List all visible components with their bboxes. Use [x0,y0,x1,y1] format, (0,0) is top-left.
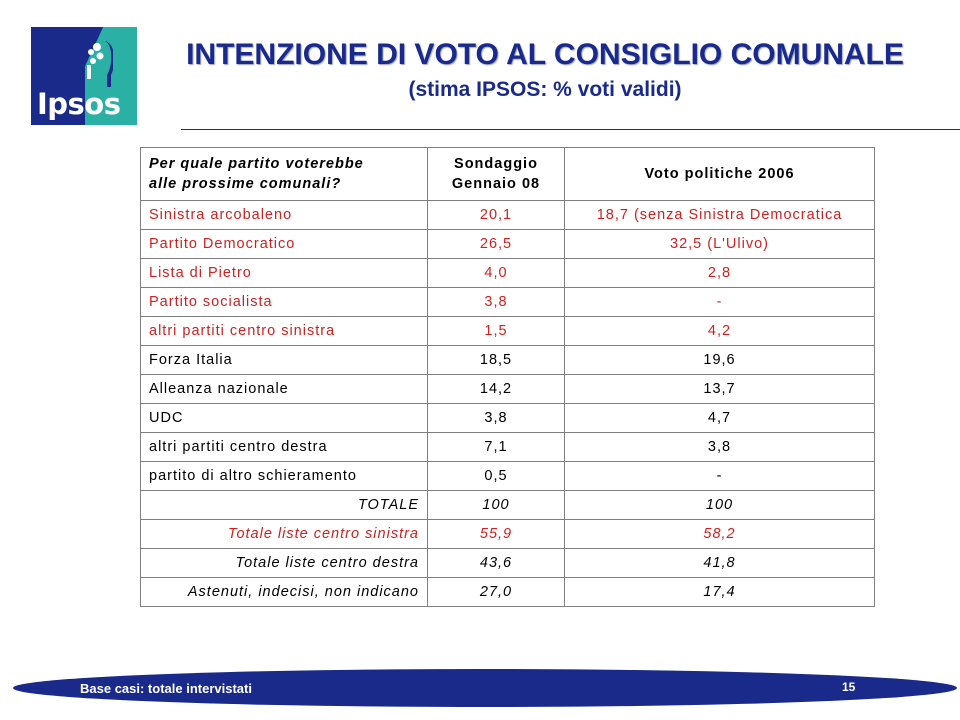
row-label: Totale liste centro destra [140,548,428,578]
row-label: Totale liste centro sinistra [140,519,428,549]
row-label: partito di altro schieramento [140,461,428,491]
table-row: Partito socialista 3,8- [140,287,875,317]
page-subtitle: (stima IPSOS: % voti validi) [408,78,682,101]
table-row: Totale liste centro destra 43,6 41,8 [140,548,875,578]
table-row: Forza Italia 18,5 19,6 [140,345,875,375]
table-row: partito di altro schieramento 0,5- [140,461,875,491]
page-title: INTENZIONE DI VOTO AL CONSIGLIO COMUNALE [186,38,904,71]
survey-value: 20,1 [427,200,565,230]
row-label: UDC [140,403,428,433]
survey-value: 1,5 [427,316,565,346]
vote2006-value: 17,4 [564,577,875,607]
survey-value: 0,5 [427,461,565,491]
row-label: Forza Italia [140,345,428,375]
row-label: Partito Democratico [140,229,428,259]
row-label: Alleanza nazionale [140,374,428,404]
vote2006-value: 13,7 [564,374,875,404]
survey-value: 4,0 [427,258,565,288]
vote2006-value: 4,2 [564,316,875,346]
row-label: TOTALE [140,490,428,520]
vote2006-value: 4,7 [564,403,875,433]
page-number: 15 [842,680,856,694]
header-divider [181,129,960,130]
row-label: Sinistra arcobaleno [140,200,428,230]
survey-value: 26,5 [427,229,565,259]
table-row: TOTALE 100 100 [140,490,875,520]
vote-intention-table: Per quale partito voterebbe alle prossim… [140,147,875,607]
survey-value: 27,0 [427,577,565,607]
table-row: Astenuti, indecisi, non indicano 27,0 17,4 [140,577,875,607]
vote2006-value: 18,7 (senza Sinistra Democratica [564,200,875,230]
survey-value: 3,8 [427,287,565,317]
row-label: Lista di Pietro [140,258,428,288]
logo-wordmark: Ipsos [37,87,121,121]
footer-bar: Base casi: totale intervistati 15 [12,668,958,708]
row-label: altri partiti centro destra [140,432,428,462]
survey-header: Sondaggio Gennaio 08 [427,147,565,201]
footer-ellipse-shape [13,669,957,707]
logo-face-tree-icon [87,41,113,87]
vote2006-value: 41,8 [564,548,875,578]
vote2006-value: - [564,461,875,491]
vote2006-value: - [564,287,875,317]
survey-value: 18,5 [427,345,565,375]
survey-value: 7,1 [427,432,565,462]
table-row: altri partiti centro destra 7,1 3,8 [140,432,875,462]
footer-base-note: Base casi: totale intervistati [80,681,252,696]
vote2006-header: Voto politiche 2006 [564,147,875,201]
table-row: altri partiti centro sinistra 1,5 4,2 [140,316,875,346]
vote2006-value: 58,2 [564,519,875,549]
question-header: Per quale partito voterebbe alle prossim… [140,147,428,201]
vote2006-value: 19,6 [564,345,875,375]
survey-value: 100 [427,490,565,520]
row-label: Partito socialista [140,287,428,317]
table-row: Sinistra arcobaleno 20,1 18,7 (senza Sinis… [140,200,875,230]
vote2006-value: 2,8 [564,258,875,288]
table-row: UDC 3,8 4,7 [140,403,875,433]
row-label: altri partiti centro sinistra [140,316,428,346]
vote2006-value: 3,8 [564,432,875,462]
survey-value: 55,9 [427,519,565,549]
vote2006-value: 100 [564,490,875,520]
table-row: Partito Democratico 26,5 32,5 (L'Ulivo) [140,229,875,259]
survey-value: 3,8 [427,403,565,433]
table-row: Lista di Pietro 4,0 2,8 [140,258,875,288]
table-header-row: Per quale partito voterebbe alle prossim… [140,147,875,201]
table-row: Alleanza nazionale 14,2 13,7 [140,374,875,404]
survey-value: 14,2 [427,374,565,404]
table-row: Totale liste centro sinistra 55,9 58,2 [140,519,875,549]
ipsos-logo: Ipsos [31,27,137,125]
row-label: Astenuti, indecisi, non indicano [140,577,428,607]
survey-value: 43,6 [427,548,565,578]
vote2006-value: 32,5 (L'Ulivo) [564,229,875,259]
